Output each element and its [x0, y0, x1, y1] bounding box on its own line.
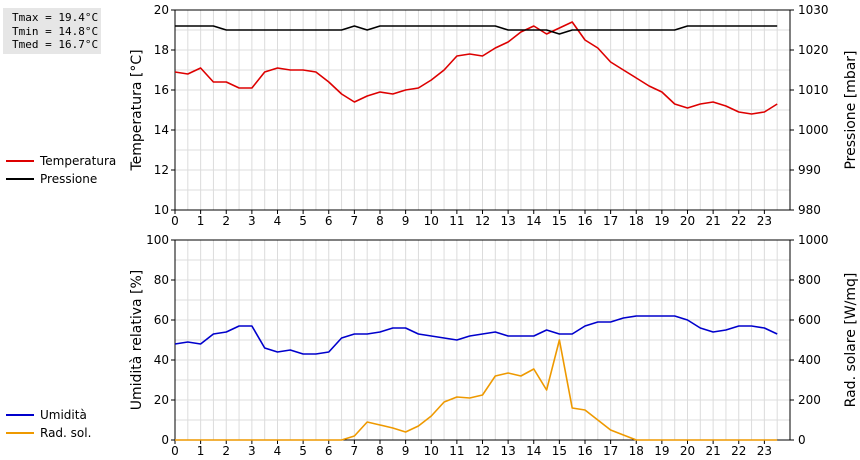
bottom-y-tick-label: 60	[154, 313, 169, 327]
bottom-x-tick-label: 3	[248, 444, 256, 458]
stat-tmax: Tmax = 19.4°C	[12, 11, 99, 24]
bottom-x-tick-label: 19	[654, 444, 669, 458]
top-x-tick-label: 22	[731, 214, 746, 228]
legend-swatch-pressione	[6, 178, 34, 180]
top-x-tick-label: 4	[274, 214, 282, 228]
legend-swatch-umidita	[6, 414, 34, 416]
bottom-y2-tick-label: 200	[798, 393, 821, 407]
top-y2-tick-label: 990	[798, 163, 821, 177]
top-x-tick-label: 6	[325, 214, 333, 228]
bottom-x-tick-label: 13	[500, 444, 515, 458]
top-x-tick-label: 7	[351, 214, 359, 228]
stat-tmed: Tmed = 16.7°C	[12, 38, 99, 51]
top-x-tick-label: 9	[402, 214, 410, 228]
bottom-x-tick-label: 21	[705, 444, 720, 458]
top-x-tick-label: 21	[705, 214, 720, 228]
top-x-tick-label: 14	[526, 214, 541, 228]
legend-label-umidita: Umidità	[40, 408, 87, 422]
top-x-tick-label: 1	[197, 214, 205, 228]
bottom-y2label: Rad. solare [W/mq]	[843, 273, 859, 408]
top-y2label: Pressione [mbar]	[843, 50, 859, 169]
top-y-tick-label: 18	[154, 43, 169, 57]
bottom-y-tick-label: 20	[154, 393, 169, 407]
bottom-x-tick-label: 16	[577, 444, 592, 458]
legend-swatch-temperatura	[6, 160, 34, 162]
bottom-y2-tick-label: 800	[798, 273, 821, 287]
top-x-tick-label: 2	[222, 214, 230, 228]
top-y-tick-label: 16	[154, 83, 169, 97]
top-x-tick-label: 19	[654, 214, 669, 228]
top-ylabel: Temperatura [°C]	[129, 49, 145, 171]
bottom-x-tick-label: 7	[351, 444, 359, 458]
top-y-tick-label: 12	[154, 163, 169, 177]
bottom-x-tick-label: 5	[299, 444, 307, 458]
top-series-pressione-line	[175, 25, 778, 35]
top-y2-tick-label: 1010	[798, 83, 829, 97]
top-x-tick-label: 15	[552, 214, 567, 228]
bottom-x-tick-label: 14	[526, 444, 541, 458]
top-series-temperatura-line	[174, 21, 778, 115]
top-x-tick-label: 23	[757, 214, 772, 228]
bottom-y-tick-label: 40	[154, 353, 169, 367]
legend-label-pressione: Pressione	[40, 172, 98, 186]
bottom-y-tick-label: 100	[146, 233, 169, 247]
top-x-tick-label: 18	[629, 214, 644, 228]
bottom-x-tick-label: 23	[757, 444, 772, 458]
top-y2-tick-label: 1030	[798, 3, 829, 17]
bottom-x-tick-label: 0	[171, 444, 179, 458]
legend-label-rad-sol: Rad. sol.	[40, 426, 92, 440]
top-x-tick-label: 5	[299, 214, 307, 228]
top-y-tick-label: 14	[154, 123, 169, 137]
stats-box: Tmax = 19.4°C Tmin = 14.8°C Tmed = 16.7°…	[3, 8, 101, 54]
top-x-tick-label: 10	[424, 214, 439, 228]
bottom-x-tick-label: 2	[222, 444, 230, 458]
bottom-x-tick-label: 22	[731, 444, 746, 458]
top-y2-tick-label: 980	[798, 203, 821, 217]
top-y-tick-label: 10	[154, 203, 169, 217]
bottom-y-tick-label: 0	[161, 433, 169, 447]
bottom-x-tick-label: 1	[197, 444, 205, 458]
top-x-tick-label: 20	[680, 214, 695, 228]
stat-tmin: Tmin = 14.8°C	[12, 24, 99, 38]
legend-swatch-rad-sol	[6, 432, 34, 434]
top-x-tick-label: 11	[449, 214, 464, 228]
bottom-y2-tick-label: 0	[798, 433, 806, 447]
bottom-y2-tick-label: 1000	[798, 233, 829, 247]
bottom-y2-tick-label: 600	[798, 313, 821, 327]
bottom-x-tick-label: 10	[424, 444, 439, 458]
top-x-tick-label: 16	[577, 214, 592, 228]
top-y-tick-label: 20	[154, 3, 169, 17]
bottom-x-tick-label: 12	[475, 444, 490, 458]
bottom-y-tick-label: 80	[154, 273, 169, 287]
bottom-x-tick-label: 8	[376, 444, 384, 458]
bottom-y2-tick-label: 400	[798, 353, 821, 367]
top-x-tick-label: 12	[475, 214, 490, 228]
bottom-x-tick-label: 6	[325, 444, 333, 458]
top-x-tick-label: 0	[171, 214, 179, 228]
top-y2-tick-label: 1000	[798, 123, 829, 137]
bottom-x-tick-label: 15	[552, 444, 567, 458]
bottom-ylabel: Umidità relativa [%]	[129, 270, 145, 411]
top-y2-tick-label: 1020	[798, 43, 829, 57]
legend-label-temperatura: Temperatura	[40, 154, 117, 168]
bottom-x-tick-label: 11	[449, 444, 464, 458]
top-x-tick-label: 8	[376, 214, 384, 228]
top-x-tick-label: 13	[500, 214, 515, 228]
bottom-x-tick-label: 20	[680, 444, 695, 458]
bottom-x-tick-label: 18	[629, 444, 644, 458]
bottom-x-tick-label: 4	[274, 444, 282, 458]
top-x-tick-label: 17	[603, 214, 618, 228]
bottom-series-umidit-line	[174, 315, 778, 355]
bottom-series-rad-sol-line	[175, 339, 778, 441]
bottom-x-tick-label: 17	[603, 444, 618, 458]
bottom-x-tick-label: 9	[402, 444, 410, 458]
top-x-tick-label: 3	[248, 214, 256, 228]
